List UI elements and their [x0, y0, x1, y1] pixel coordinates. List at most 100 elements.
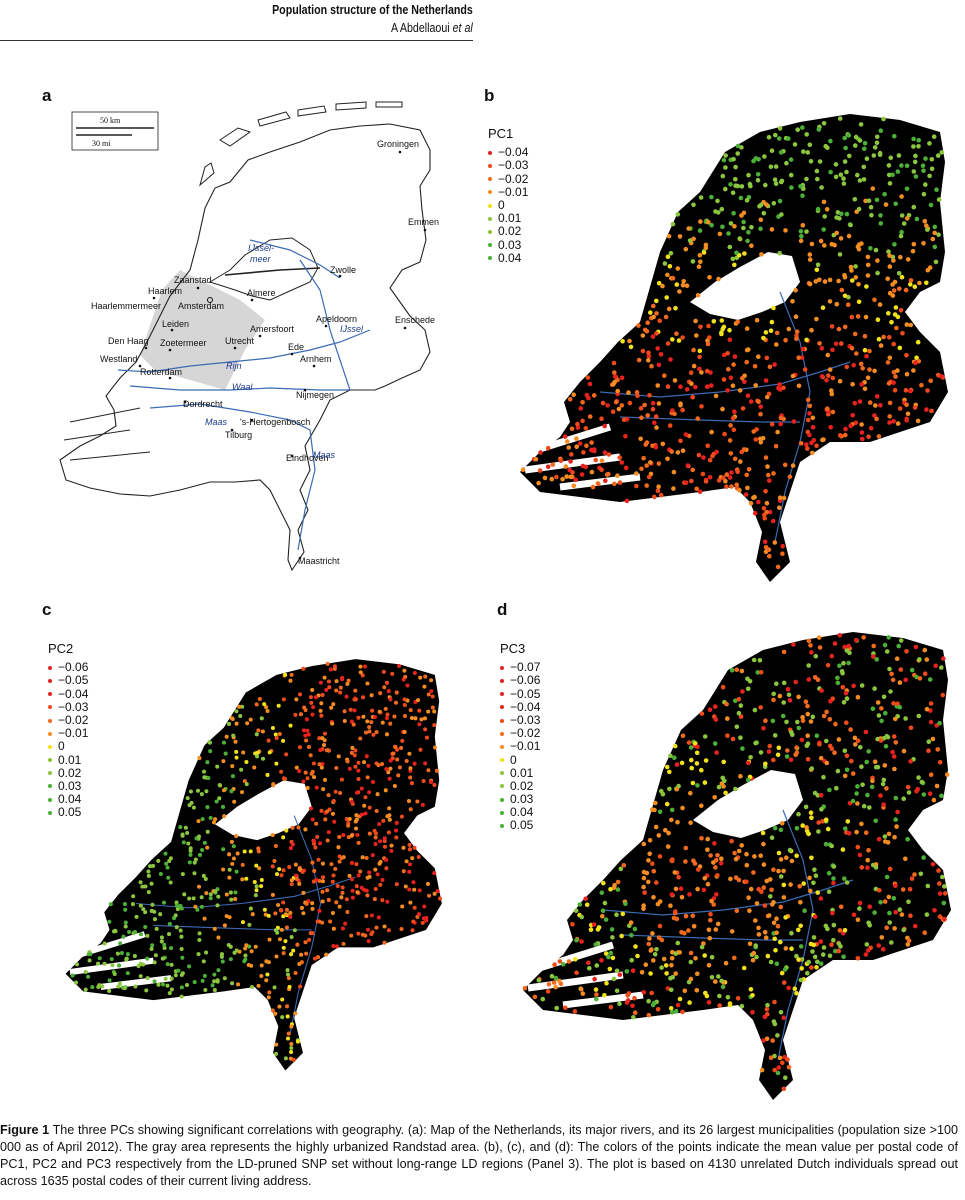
postal-code-point [366, 939, 371, 944]
postal-code-point [842, 324, 848, 330]
postal-code-point [692, 861, 698, 866]
postal-code-point [749, 224, 754, 230]
postal-code-point [780, 551, 785, 556]
postal-code-point [919, 779, 925, 785]
postal-code-point [396, 773, 401, 778]
postal-code-point [839, 669, 845, 674]
postal-code-point [798, 184, 803, 189]
postal-code-point [423, 674, 428, 679]
postal-code-point [752, 707, 758, 713]
postal-code-point [852, 735, 858, 741]
postal-code-point [722, 431, 727, 437]
postal-code-point [914, 788, 919, 794]
postal-code-point [821, 199, 827, 205]
postal-code-point [886, 894, 892, 900]
postal-code-point [257, 696, 262, 702]
postal-code-point [744, 359, 749, 365]
postal-code-point [298, 984, 303, 989]
postal-code-point [841, 700, 847, 705]
postal-code-point [667, 423, 673, 428]
postal-code-point [894, 824, 899, 829]
postal-code-point [787, 698, 793, 703]
postal-code-point [312, 775, 317, 780]
postal-code-point [890, 282, 895, 287]
postal-code-point [619, 460, 625, 465]
postal-code-point [842, 927, 848, 933]
postal-code-point [884, 874, 890, 880]
postal-code-point [913, 644, 919, 650]
legend-label: 0.02 [498, 224, 522, 239]
postal-code-point [797, 884, 802, 889]
postal-code-point [810, 415, 816, 421]
postal-code-point [672, 378, 678, 383]
postal-code-point [887, 910, 892, 916]
postal-code-point [324, 748, 329, 753]
postal-code-point [149, 946, 154, 951]
postal-code-point [301, 728, 306, 733]
postal-code-point [887, 866, 893, 872]
postal-code-point [669, 1010, 675, 1015]
postal-code-point [860, 782, 865, 787]
postal-code-point [566, 959, 572, 964]
postal-code-point [778, 874, 784, 879]
postal-code-point [822, 214, 827, 219]
postal-code-point [853, 742, 858, 747]
postal-code-point [331, 873, 336, 878]
postal-code-point [877, 888, 882, 893]
postal-code-point [738, 714, 744, 719]
postal-code-point [564, 474, 569, 479]
postal-code-point [931, 797, 937, 803]
postal-code-point [861, 803, 867, 809]
postal-code-point [844, 880, 850, 885]
postal-code-point [655, 346, 660, 351]
postal-code-point [216, 968, 221, 973]
postal-code-point [808, 810, 814, 815]
postal-code-point [676, 875, 681, 880]
postal-code-point [322, 731, 327, 736]
postal-code-point [806, 959, 811, 965]
postal-code-point [167, 932, 172, 937]
postal-code-point [917, 280, 922, 286]
postal-code-point [240, 704, 245, 709]
postal-code-point [387, 776, 392, 781]
postal-code-point [927, 791, 933, 796]
postal-code-point [859, 382, 864, 387]
postal-code-point [845, 819, 851, 824]
postal-code-point [668, 1006, 674, 1011]
postal-code-point [930, 736, 936, 742]
postal-code-point [796, 811, 801, 817]
water-label: meer [250, 254, 272, 264]
postal-code-point [234, 709, 239, 714]
postal-code-point [236, 982, 241, 987]
postal-code-point [289, 952, 294, 957]
postal-code-point [254, 884, 259, 889]
postal-code-point [646, 358, 651, 363]
postal-code-point [717, 1003, 722, 1008]
postal-code-point [299, 952, 304, 957]
postal-code-point [862, 347, 868, 353]
postal-code-point [681, 279, 686, 284]
postal-code-point [707, 457, 713, 463]
postal-code-point [408, 862, 413, 867]
legend-item: 0.04 [48, 792, 88, 806]
delta-inlet [528, 423, 612, 456]
postal-code-point [663, 314, 669, 320]
postal-code-point [323, 817, 328, 822]
postal-code-point [769, 422, 775, 427]
postal-code-point [781, 1086, 787, 1092]
postal-code-point [699, 803, 704, 809]
postal-code-point [844, 720, 849, 725]
postal-code-point [670, 408, 675, 413]
postal-code-point [557, 959, 563, 964]
postal-code-point [887, 420, 892, 425]
postal-code-point [627, 338, 632, 344]
postal-code-point [843, 826, 848, 831]
postal-code-point [894, 325, 899, 331]
postal-code-point [641, 875, 647, 881]
postal-code-point [936, 232, 941, 237]
postal-code-point [303, 827, 308, 832]
postal-code-point [579, 914, 584, 920]
postal-code-point [850, 413, 855, 418]
postal-code-point [672, 870, 678, 875]
postal-code-point [745, 777, 751, 783]
